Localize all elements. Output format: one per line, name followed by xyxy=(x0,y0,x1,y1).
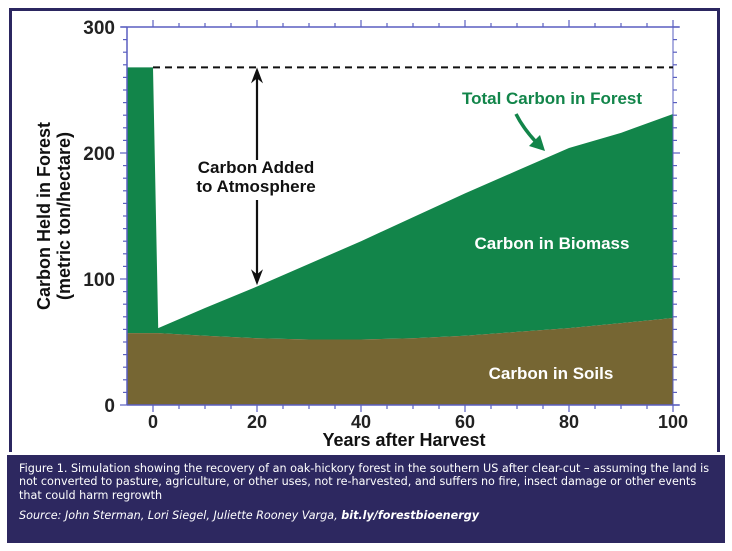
source-link[interactable]: bit.ly/forestbioenergy xyxy=(341,509,480,523)
y-tick-label: 100 xyxy=(83,270,115,291)
y-tick-label: 0 xyxy=(104,396,115,417)
carbon-added-arrow xyxy=(251,67,263,286)
x-tick-label: 80 xyxy=(559,412,579,432)
figure-caption: Figure 1. Simulation showing the recover… xyxy=(7,455,725,543)
plot-areas xyxy=(127,67,673,405)
total-carbon-pointer xyxy=(514,113,545,151)
soils-area xyxy=(127,318,673,405)
x-axis-title: Years after Harvest xyxy=(322,430,485,450)
y-axis-title-line1: Carbon Held in Forest xyxy=(34,122,54,310)
x-tick-label: 20 xyxy=(247,412,267,432)
x-tick-label: 0 xyxy=(148,412,158,432)
axes: 0 100 200 300 0 20 40 60 80 100 xyxy=(83,18,688,432)
soils-label: Carbon in Soils xyxy=(489,364,614,383)
caption-text: Figure 1. Simulation showing the recover… xyxy=(19,462,710,502)
carbon-chart: 0 100 200 300 0 20 40 60 80 100 Total Carbon in F… xyxy=(34,18,688,450)
carbon-added-label-line1: Carbon Added xyxy=(198,158,314,177)
arrow-down-icon xyxy=(251,269,263,286)
carbon-added-label-line2: to Atmosphere xyxy=(196,177,315,196)
biomass-area xyxy=(127,67,673,340)
source-authors: Source: John Sterman, Lori Siegel, Julie… xyxy=(19,509,342,523)
x-tick-label: 40 xyxy=(351,412,371,432)
arrow-up-icon xyxy=(251,67,263,84)
total-carbon-label: Total Carbon in Forest xyxy=(462,89,642,108)
caption-source: Source: John Sterman, Lori Siegel, Julie… xyxy=(19,509,715,522)
y-tick-label: 200 xyxy=(83,144,115,165)
pointer-arrow-icon xyxy=(529,135,545,151)
x-tick-label: 100 xyxy=(658,412,688,432)
x-tick-label: 60 xyxy=(455,412,475,432)
biomass-label: Carbon in Biomass xyxy=(475,234,630,253)
y-tick-label: 300 xyxy=(83,18,115,39)
y-axis-title-line2: (metric ton/hectare) xyxy=(54,132,74,300)
